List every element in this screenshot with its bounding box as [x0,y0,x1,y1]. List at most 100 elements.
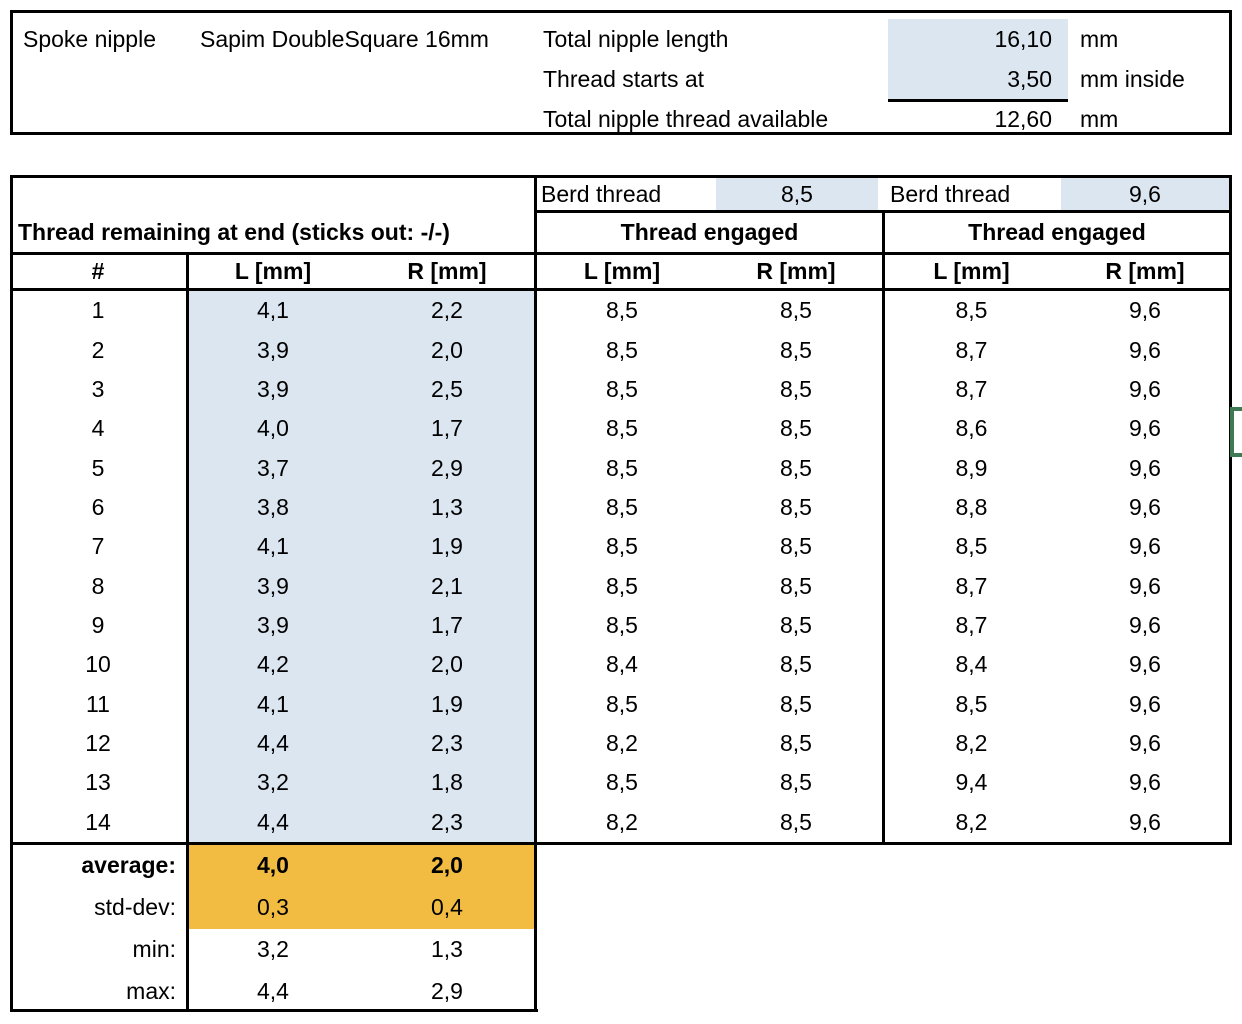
data-cell[interactable]: 9,6 [1129,769,1161,796]
row-number-cell[interactable]: 12 [85,730,111,757]
stat-value-cell[interactable]: 2,0 [431,852,463,879]
data-cell[interactable]: 8,7 [955,612,988,639]
row-number-cell[interactable]: 3 [91,375,105,402]
data-cell[interactable]: 8,5 [606,690,638,717]
row-number-cell[interactable]: 4 [91,415,105,442]
data-cell[interactable]: 9,6 [1129,375,1161,402]
stat-value-cell[interactable]: 0,3 [257,894,289,921]
data-cell[interactable]: 9,6 [1129,808,1161,835]
data-cell[interactable]: 8,8 [955,493,988,520]
data-cell[interactable]: 8,5 [780,612,812,639]
data-cell[interactable]: 8,4 [606,651,638,678]
data-cell[interactable]: 8,5 [606,454,638,481]
berd-thread-value-cell[interactable]: 9,6 [1061,178,1229,210]
data-cell[interactable]: 4,1 [257,533,289,560]
data-cell[interactable]: 8,4 [955,651,988,678]
data-cell[interactable]: 8,2 [606,730,638,757]
row-number-cell[interactable]: 10 [85,651,111,678]
data-cell[interactable]: 8,5 [606,533,638,560]
stat-value-cell[interactable]: 4,4 [257,977,289,1004]
data-cell[interactable]: 9,6 [1129,651,1161,678]
data-cell[interactable]: 3,2 [257,769,289,796]
data-cell[interactable]: 8,5 [606,572,638,599]
data-cell[interactable]: 8,5 [780,493,812,520]
data-cell[interactable]: 8,5 [780,769,812,796]
stat-value-cell[interactable]: 1,3 [431,935,463,962]
nipple-length-value[interactable]: 16,10 [994,25,1052,52]
data-cell[interactable]: 8,5 [780,572,812,599]
data-cell[interactable]: 8,5 [780,651,812,678]
data-cell[interactable]: 8,5 [606,375,638,402]
data-cell[interactable]: 8,7 [955,375,988,402]
data-cell[interactable]: 8,5 [780,533,812,560]
data-cell[interactable]: 9,6 [1129,297,1161,324]
row-number-cell[interactable]: 6 [91,493,105,520]
data-cell[interactable]: 8,6 [955,415,988,442]
data-cell[interactable]: 8,5 [780,415,812,442]
data-cell[interactable]: 2,3 [431,730,463,757]
row-number-cell[interactable]: 11 [86,690,110,717]
thread-start-value[interactable]: 3,50 [1007,65,1052,92]
data-cell[interactable]: 2,0 [431,651,463,678]
data-cell[interactable]: 8,5 [955,533,988,560]
data-cell[interactable]: 9,6 [1129,454,1161,481]
data-cell[interactable]: 4,1 [257,297,289,324]
data-cell[interactable]: 8,5 [955,297,988,324]
input-cell-highlight[interactable] [888,19,1068,102]
data-cell[interactable]: 4,4 [257,730,289,757]
data-cell[interactable]: 8,5 [606,769,638,796]
data-cell[interactable]: 9,6 [1129,493,1161,520]
data-cell[interactable]: 9,6 [1129,533,1161,560]
selected-cell-indicator[interactable] [1230,407,1242,457]
data-cell[interactable]: 8,5 [606,297,638,324]
data-cell[interactable]: 2,1 [431,572,463,599]
row-number-cell[interactable]: 1 [91,297,105,324]
data-cell[interactable]: 8,5 [780,454,812,481]
data-cell[interactable]: 4,2 [257,651,289,678]
data-cell[interactable]: 1,7 [431,612,463,639]
row-number-cell[interactable]: 9 [91,612,105,639]
data-cell[interactable]: 8,7 [955,336,988,363]
data-cell[interactable]: 2,5 [431,375,463,402]
data-cell[interactable]: 4,1 [257,690,289,717]
data-cell[interactable]: 8,5 [606,415,638,442]
data-cell[interactable]: 8,2 [955,808,988,835]
data-cell[interactable]: 8,5 [606,336,638,363]
row-number-cell[interactable]: 2 [91,336,105,363]
stat-value-cell[interactable]: 4,0 [257,852,289,879]
data-cell[interactable]: 9,6 [1129,336,1161,363]
data-cell[interactable]: 1,8 [431,769,463,796]
data-cell[interactable]: 8,7 [955,572,988,599]
data-cell[interactable]: 1,9 [431,533,463,560]
data-cell[interactable]: 8,5 [780,297,812,324]
data-cell[interactable]: 8,5 [955,690,988,717]
data-cell[interactable]: 8,5 [780,690,812,717]
data-cell[interactable]: 3,7 [257,454,289,481]
stat-value-cell[interactable]: 2,9 [431,977,463,1004]
data-cell[interactable]: 2,2 [431,297,463,324]
data-cell[interactable]: 4,0 [257,415,289,442]
data-cell[interactable]: 8,5 [780,808,812,835]
data-cell[interactable]: 2,3 [431,808,463,835]
data-cell[interactable]: 8,9 [955,454,988,481]
stat-value-cell[interactable]: 3,2 [257,935,289,962]
berd-thread-value-cell[interactable]: 8,5 [716,178,878,210]
data-cell[interactable]: 8,5 [780,730,812,757]
row-number-cell[interactable]: 5 [91,454,105,481]
data-cell[interactable]: 9,4 [955,769,988,796]
row-number-cell[interactable]: 7 [91,533,105,560]
data-cell[interactable]: 8,2 [606,808,638,835]
data-cell[interactable]: 3,9 [257,572,289,599]
data-cell[interactable]: 9,6 [1129,612,1161,639]
data-cell[interactable]: 8,5 [780,375,812,402]
data-cell[interactable]: 2,0 [431,336,463,363]
data-cell[interactable]: 3,9 [257,612,289,639]
data-cell[interactable]: 1,9 [431,690,463,717]
data-cell[interactable]: 3,9 [257,375,289,402]
row-number-cell[interactable]: 14 [85,808,111,835]
data-cell[interactable]: 9,6 [1129,415,1161,442]
data-cell[interactable]: 3,8 [257,493,289,520]
row-number-cell[interactable]: 13 [85,769,111,796]
data-cell[interactable]: 3,9 [257,336,289,363]
data-cell[interactable]: 9,6 [1129,690,1161,717]
